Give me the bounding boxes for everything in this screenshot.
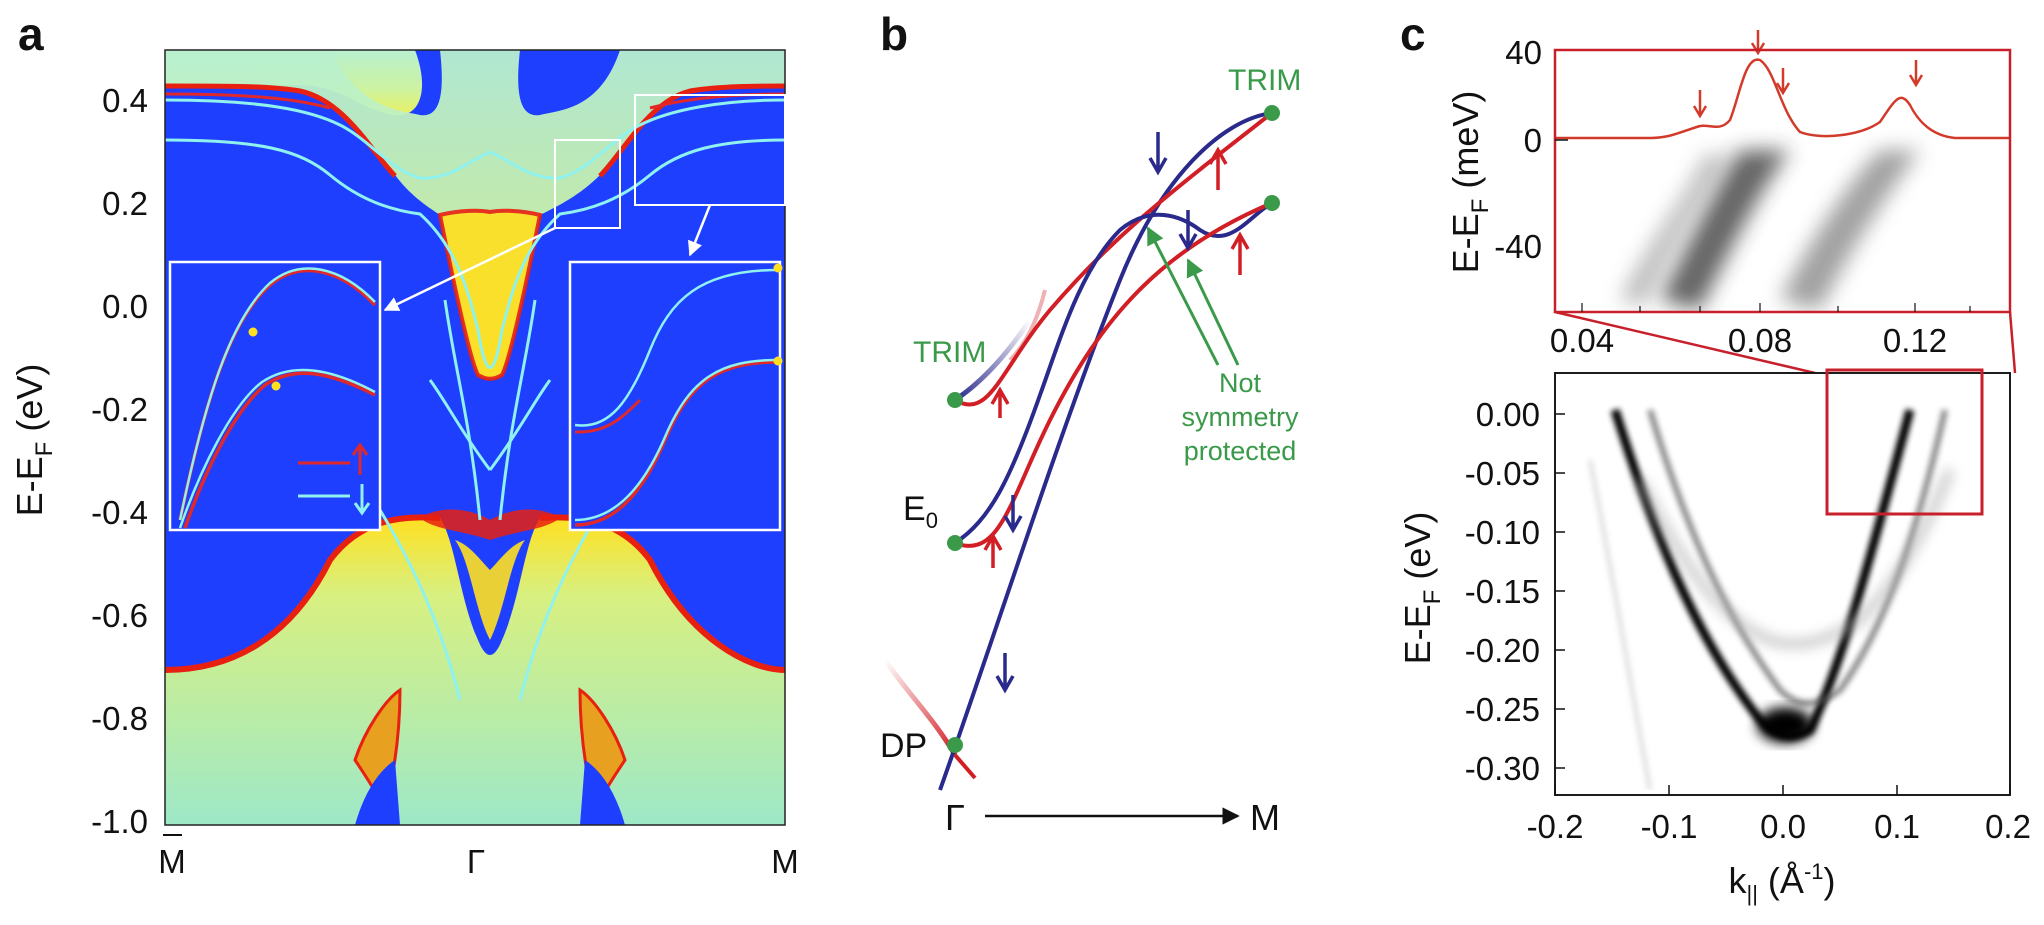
ytick-label: 0 [1524, 122, 1542, 159]
surface-states [165, 98, 785, 701]
trim-top-label: TRIM [1228, 64, 1301, 97]
annotation-not-symmetry-protected: Not symmetry protected [1146, 226, 1299, 466]
central-cone [437, 208, 543, 381]
gamma-label: Γ [945, 797, 965, 838]
deep-blue-bottom-left [355, 760, 400, 825]
xtick-label: 0.1 [1874, 808, 1920, 845]
trim-left-label: TRIM [913, 336, 986, 369]
xtick-label: Γ [467, 843, 485, 880]
xtick-label: -0.2 [1527, 808, 1584, 845]
zoom-region-box [1825, 368, 1984, 516]
xtick-label: 0.0 [1760, 808, 1806, 845]
ytick-label: -0.2 [91, 391, 148, 428]
zoom-arrow-left [383, 226, 556, 312]
e0-label: E0 [903, 490, 938, 533]
svg-text:Not: Not [1219, 368, 1262, 398]
deep-blue-bottom-right [580, 760, 625, 825]
panel-c-label: c [1400, 8, 1426, 60]
zoom-ylabel: E-EF (meV) [1445, 91, 1494, 274]
xtick-label: M [158, 843, 186, 880]
trim-point-second [1264, 195, 1280, 211]
edc-curve [1555, 58, 2010, 140]
ytick-label: 0.2 [102, 185, 148, 222]
ytick-label: -0.4 [91, 494, 148, 531]
ytick-label: -0.30 [1465, 750, 1540, 787]
inset-left [168, 260, 382, 532]
valence-yellow-core [455, 540, 525, 640]
zoom-connector-left [1554, 310, 1816, 375]
ytick-label: -0.10 [1465, 514, 1540, 551]
valence-top-red [420, 509, 560, 540]
panel-a-ylabel: E-EF (eV) [9, 364, 58, 517]
dirac-point [947, 737, 963, 753]
edc-peak-arrows [1692, 30, 1924, 119]
zoom-box-left [554, 139, 621, 229]
ytick-label: 0.4 [102, 82, 148, 119]
arpes-zoom-frame [1553, 48, 2012, 314]
arpes-zoom-plot: 40 0 -40 E-EF (meV) 0.04 0.08 0.12 [1445, 30, 2012, 359]
svg-text:symmetry: symmetry [1182, 402, 1299, 432]
main-ylabel: E-EF (eV) [1397, 512, 1446, 665]
xtick-label: -0.1 [1641, 808, 1698, 845]
ytick-label: -0.20 [1465, 632, 1540, 669]
panel-a-label: a [18, 8, 44, 60]
panel-a-yticks: 0.4 0.2 0.0 -0.2 -0.4 -0.6 -0.8 -1.0 [91, 82, 148, 840]
ytick-label: -0.6 [91, 597, 148, 634]
m-label: M [1250, 797, 1280, 838]
panel-b: b [880, 8, 1301, 838]
ytick-label: 0.00 [1476, 396, 1540, 433]
bulk-valence-main [165, 517, 785, 825]
spin-arrows [983, 132, 1250, 694]
xtick-label: 0.08 [1728, 322, 1792, 359]
trim-point-top [1264, 105, 1280, 121]
ytick-label: -0.05 [1465, 455, 1540, 492]
dp-label: DP [880, 727, 927, 765]
xtick-label: 0.04 [1550, 322, 1614, 359]
panel-b-label: b [880, 8, 908, 60]
panel-a: a [9, 8, 799, 880]
zoom-connector-right [2008, 311, 2017, 374]
ytick-label: -0.15 [1465, 573, 1540, 610]
svg-text:protected: protected [1184, 436, 1297, 466]
ytick-label: -0.25 [1465, 691, 1540, 728]
ytick-label: -0.8 [91, 700, 148, 737]
ytick-label: -40 [1494, 228, 1542, 265]
trim-point-left [947, 392, 963, 408]
e0-point [947, 535, 963, 551]
xtick-label: 0.2 [1985, 808, 2031, 845]
panel-c: c 40 0 -40 E-EF (meV) 0.04 [1397, 8, 2031, 906]
arpes-main-plot: 0.00 -0.05 -0.10 -0.15 -0.20 -0.25 -0.30… [1397, 368, 2031, 906]
band-plot-frame [164, 49, 786, 826]
ytick-label: -1.0 [91, 803, 148, 840]
xtick-label: M [771, 843, 799, 880]
main-xlabel: k|| (Å-1) [1728, 859, 1835, 906]
ytick-label: 40 [1505, 34, 1542, 71]
inset-right [568, 260, 783, 532]
xtick-label: 0.12 [1883, 322, 1947, 359]
ytick-label: 0.0 [102, 288, 148, 325]
zoom-arrow-right [688, 204, 712, 257]
